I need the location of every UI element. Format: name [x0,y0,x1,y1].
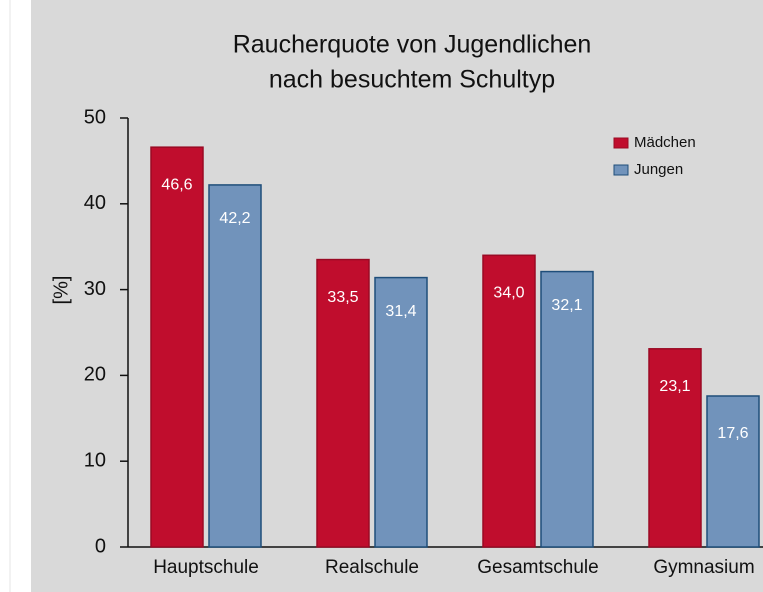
chart-title: Raucherquote von Jugendlichen [233,31,592,59]
chart-subtitle: nach besuchtem Schultyp [269,66,555,94]
value-label: 33,5 [327,289,358,306]
bar [316,258,370,548]
legend-label: Mädchen [634,134,696,151]
legend-swatch [613,137,629,149]
value-label: 23,1 [659,378,690,395]
x-tick-label: Hauptschule [153,557,259,578]
y-tick-label: 40 [84,192,106,214]
bar [482,254,536,548]
value-label: 31,4 [385,303,416,320]
x-tick-label: Gymnasium [653,557,754,578]
bar [540,270,594,548]
value-label: 34,0 [493,284,524,301]
bar [374,276,428,548]
bar [706,395,760,548]
bar [150,146,204,548]
bar [208,184,262,548]
value-label: 17,6 [717,425,748,442]
legend-swatch [613,164,629,176]
y-tick-label: 50 [84,106,106,128]
value-label: 46,6 [161,176,192,193]
legend-label: Jungen [634,161,683,178]
x-tick-label: Gesamtschule [477,557,598,578]
y-tick-label: 10 [84,449,106,471]
value-label: 32,1 [551,297,582,314]
y-axis-label: [%] [50,276,72,305]
bar [648,348,702,548]
x-tick-label: Realschule [325,557,419,578]
y-tick-label: 0 [95,535,106,557]
y-tick-label: 30 [84,278,106,300]
value-label: 42,2 [219,210,250,227]
y-tick-label: 20 [84,364,106,386]
